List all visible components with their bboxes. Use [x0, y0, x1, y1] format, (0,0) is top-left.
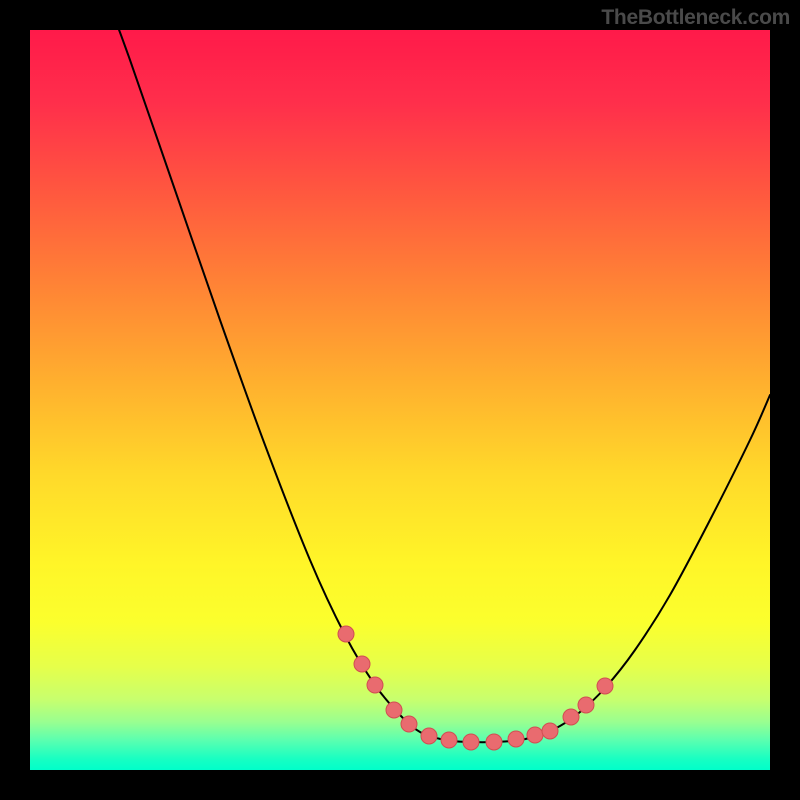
curve-marker [486, 734, 502, 750]
curve-marker [386, 702, 402, 718]
curve-marker [542, 723, 558, 739]
curve-marker [441, 732, 457, 748]
bottleneck-chart: TheBottleneck.com [0, 0, 800, 800]
watermark-text: TheBottleneck.com [601, 6, 790, 30]
curve-marker [578, 697, 594, 713]
curve-marker [463, 734, 479, 750]
curve-marker [354, 656, 370, 672]
curve-marker [597, 678, 613, 694]
curve-marker [527, 727, 543, 743]
curve-marker [367, 677, 383, 693]
chart-svg [0, 0, 800, 800]
curve-marker [338, 626, 354, 642]
curve-marker [563, 709, 579, 725]
curve-marker [421, 728, 437, 744]
curve-marker [508, 731, 524, 747]
curve-marker [401, 716, 417, 732]
